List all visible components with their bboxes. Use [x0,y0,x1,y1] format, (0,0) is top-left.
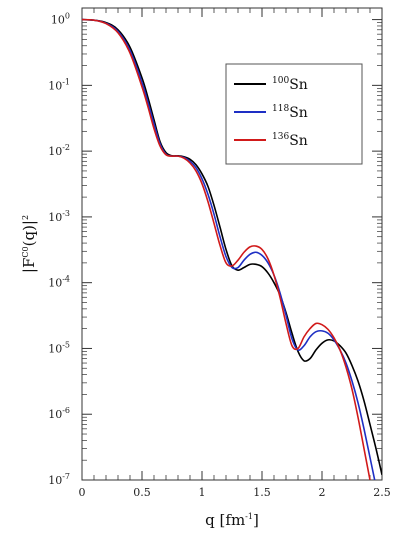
y-tick-label: 10-2 [48,143,70,158]
legend-label: 136Sn [272,132,308,149]
x-tick-label: 1 [199,486,206,499]
x-tick-label: 0.5 [133,486,151,499]
legend-label: 100Sn [272,76,308,93]
y-tick-label: 10-6 [48,406,70,421]
series-curves [82,18,382,480]
x-tick-label: 0 [79,486,86,499]
series-line-118-sn [82,18,376,480]
legend-label: 118Sn [272,104,308,121]
legend-box [225,63,363,165]
y-tick-label: 10-5 [48,340,70,355]
y-tick-label: 10-4 [48,275,70,290]
plot-frame [81,7,383,481]
y-tick-label: 10-3 [48,209,70,224]
x-tick-label: 2.5 [373,486,391,499]
legend-items: 100Sn 118Sn 136Sn [234,76,308,149]
x-axis-label: q [fm-1] [205,511,259,529]
x-tick-label: 1.5 [253,486,271,499]
series-line-136-sn [82,18,371,480]
axis-tick-labels: 0 0.5 1 1.5 2 2.5 100 10-1 10-2 10-3 10-4 10-5 10-6 1… [48,12,391,499]
x-tick-label: 2 [319,486,326,499]
y-axis-label: |FC0(q)|2 [20,215,38,273]
y-tick-label: 10-7 [48,472,70,487]
y-tick-label: 10-1 [48,77,70,92]
y-tick-label: 100 [51,12,70,27]
legend: 100Sn 118Sn 136Sn [225,63,363,165]
axis-ticks [81,8,383,481]
